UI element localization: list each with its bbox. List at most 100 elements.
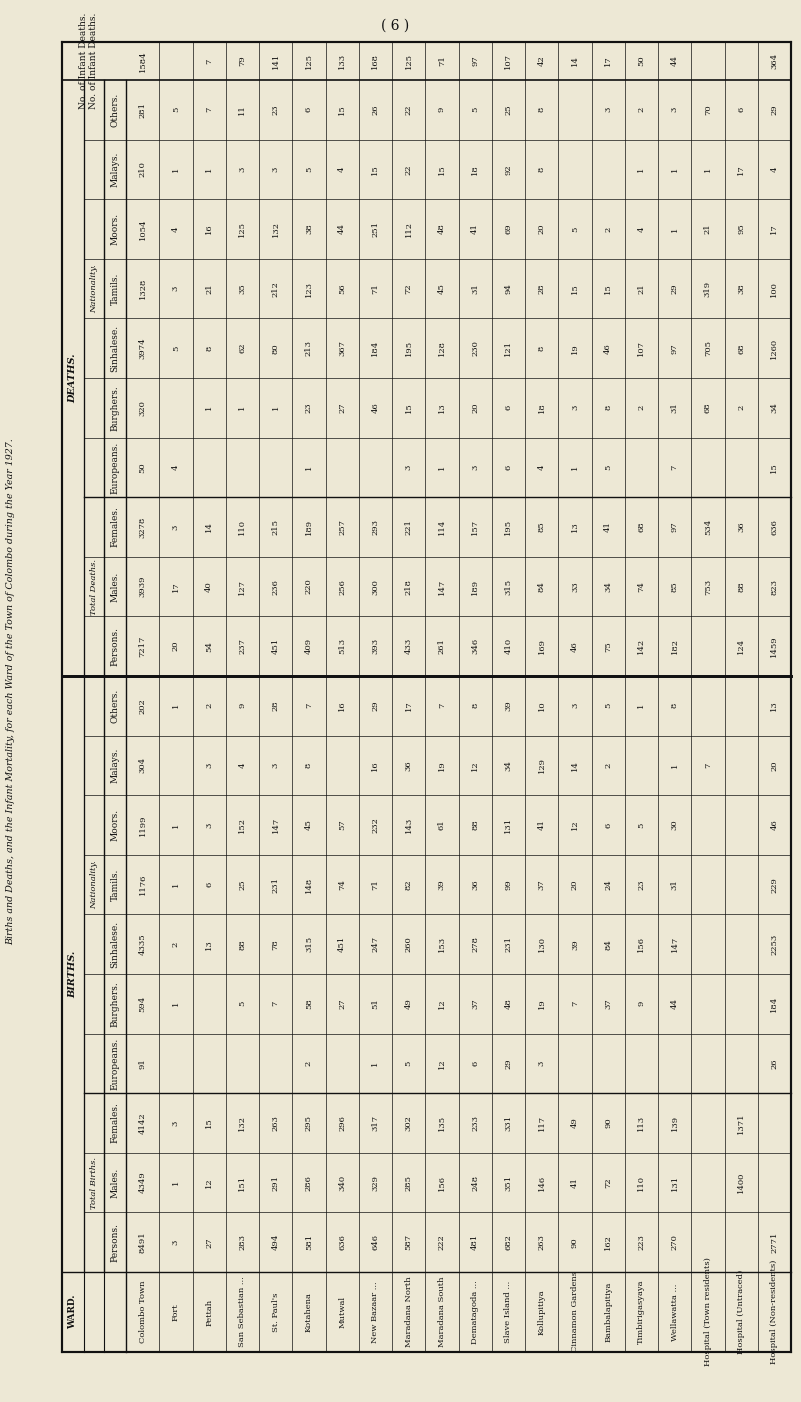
Text: 1459: 1459 [771, 635, 779, 658]
Text: Males.: Males. [111, 572, 119, 601]
Text: 125: 125 [405, 53, 413, 69]
Text: 1: 1 [638, 704, 646, 708]
Text: 88: 88 [737, 582, 745, 592]
Text: 236: 236 [272, 579, 280, 594]
Text: 141: 141 [272, 53, 280, 69]
Text: 2771: 2771 [771, 1231, 779, 1253]
Text: Europeans.: Europeans. [111, 1037, 119, 1089]
Text: 367: 367 [338, 341, 346, 356]
Text: 133: 133 [338, 53, 346, 69]
Text: 351: 351 [505, 1175, 513, 1190]
Text: Malays.: Malays. [111, 151, 119, 186]
Text: 8: 8 [537, 167, 545, 172]
Text: Total Births.: Total Births. [90, 1157, 98, 1209]
Text: 128: 128 [438, 341, 446, 356]
Text: 123: 123 [305, 280, 313, 297]
Text: 51: 51 [372, 998, 380, 1009]
Text: 5: 5 [405, 1061, 413, 1066]
Text: 14: 14 [571, 760, 579, 771]
Text: 36: 36 [471, 879, 479, 890]
Text: 5: 5 [471, 107, 479, 112]
Text: 3: 3 [604, 107, 612, 112]
Text: 113: 113 [638, 1115, 646, 1131]
Text: 131: 131 [670, 1175, 678, 1190]
Text: Slave Island ...: Slave Island ... [505, 1281, 513, 1343]
Text: 114: 114 [438, 519, 446, 536]
Text: 44: 44 [338, 223, 346, 234]
Text: WARD.: WARD. [69, 1295, 78, 1329]
Text: 46: 46 [571, 641, 579, 652]
Text: 8: 8 [537, 107, 545, 112]
Text: 8: 8 [205, 345, 213, 350]
Text: 84: 84 [537, 582, 545, 592]
Text: 1: 1 [438, 464, 446, 470]
Text: 61: 61 [438, 820, 446, 830]
Text: 46: 46 [372, 402, 380, 414]
Text: 12: 12 [438, 1059, 446, 1068]
Text: 143: 143 [405, 817, 413, 833]
Text: Burghers.: Burghers. [111, 981, 119, 1026]
Text: 26: 26 [372, 105, 380, 115]
Text: 231: 231 [272, 876, 280, 893]
Text: 3: 3 [272, 167, 280, 172]
Text: 7: 7 [205, 107, 213, 112]
Text: 90: 90 [604, 1117, 612, 1129]
Text: 12: 12 [471, 760, 479, 771]
Text: 14: 14 [571, 56, 579, 66]
Text: 15: 15 [604, 283, 612, 294]
Text: Pettah: Pettah [205, 1298, 213, 1325]
Text: 3: 3 [571, 405, 579, 411]
Text: 823: 823 [771, 579, 779, 594]
Text: 38: 38 [737, 283, 745, 294]
Text: 285: 285 [405, 1175, 413, 1190]
Text: 3: 3 [405, 464, 413, 470]
Text: Males.: Males. [111, 1168, 119, 1197]
Text: 153: 153 [438, 937, 446, 952]
Text: 20: 20 [537, 224, 545, 234]
Text: 8: 8 [537, 345, 545, 350]
Text: 146: 146 [537, 1175, 545, 1190]
Text: 5: 5 [604, 704, 612, 708]
Text: 8: 8 [604, 405, 612, 411]
Text: 27: 27 [338, 402, 346, 414]
Text: 260: 260 [405, 937, 413, 952]
Text: 8: 8 [305, 763, 313, 768]
Text: 2: 2 [737, 405, 745, 411]
Text: 1: 1 [670, 167, 678, 172]
Text: 129: 129 [537, 757, 545, 774]
Text: 1: 1 [670, 763, 678, 768]
Text: 210: 210 [139, 161, 147, 177]
Text: Births and Deaths, and the Infant Mortality, for each Ward of the Town of Colomb: Births and Deaths, and the Infant Mortal… [6, 439, 15, 945]
Text: 15: 15 [571, 283, 579, 294]
Text: Hospital (Non-residents): Hospital (Non-residents) [771, 1260, 779, 1364]
Text: 7: 7 [272, 1001, 280, 1007]
Text: 1260: 1260 [771, 338, 779, 359]
Text: 84: 84 [604, 939, 612, 949]
Text: 14: 14 [205, 522, 213, 533]
Text: 3: 3 [471, 464, 479, 470]
Text: 6: 6 [505, 405, 513, 411]
Text: 49: 49 [405, 998, 413, 1009]
Text: 124: 124 [737, 638, 745, 655]
Text: 41: 41 [471, 223, 479, 234]
Text: 29: 29 [771, 105, 779, 115]
Text: 534: 534 [704, 519, 712, 536]
Text: 12: 12 [571, 820, 579, 830]
Text: Cinnamon Gardens: Cinnamon Gardens [571, 1272, 579, 1353]
Text: 30: 30 [670, 820, 678, 830]
Text: 147: 147 [438, 579, 446, 594]
Text: 19: 19 [571, 343, 579, 353]
Text: Tamils.: Tamils. [111, 868, 119, 901]
Text: 587: 587 [405, 1234, 413, 1251]
Text: Maradana South: Maradana South [438, 1277, 446, 1347]
Text: 22: 22 [405, 105, 413, 115]
Text: 16: 16 [372, 760, 380, 771]
Text: 184: 184 [771, 995, 779, 1012]
Text: 8: 8 [670, 704, 678, 708]
Text: 221: 221 [405, 519, 413, 536]
Text: 283: 283 [239, 1234, 247, 1251]
Text: 705: 705 [704, 341, 712, 356]
Text: 646: 646 [372, 1234, 380, 1251]
Text: 20: 20 [172, 641, 180, 652]
Text: 31: 31 [670, 402, 678, 414]
